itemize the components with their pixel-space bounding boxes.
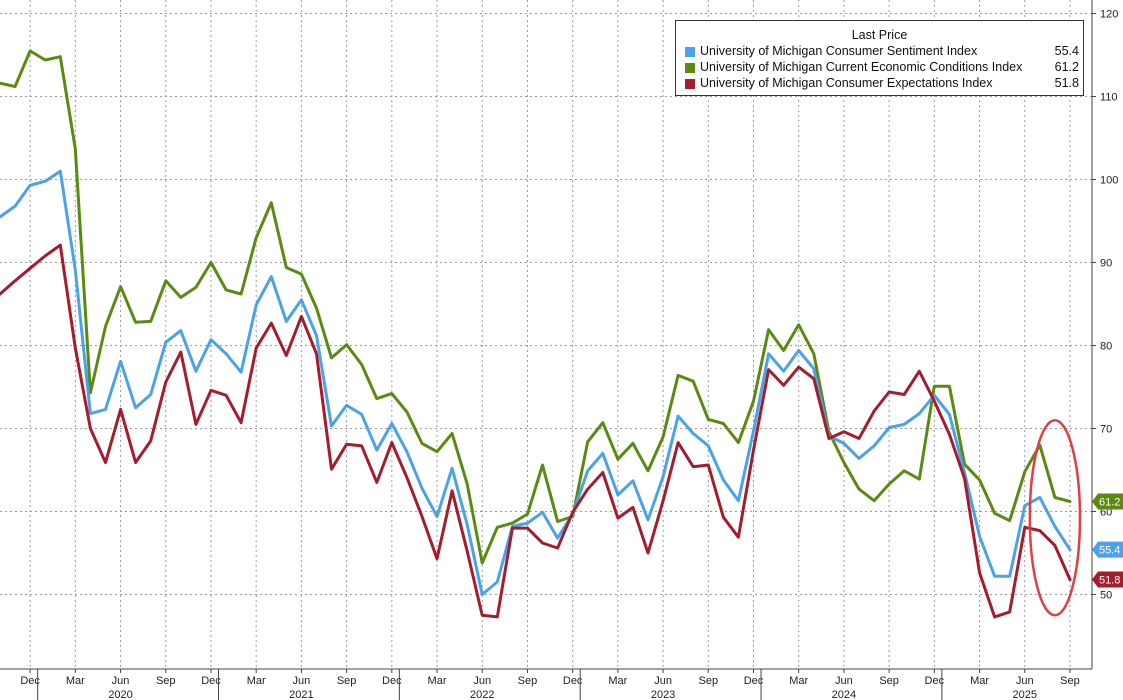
- end-tag-expectations: 51.8: [1092, 571, 1123, 588]
- end-tag-sentiment: 55.4: [1092, 541, 1123, 558]
- end-tag-label: 61.2: [1099, 497, 1120, 509]
- end-tag-box: [1092, 493, 1123, 510]
- end-tag-current-conditions: 61.2: [1092, 493, 1123, 510]
- x-tick-label: Mar: [970, 675, 989, 687]
- x-tick-label: Dec: [201, 675, 221, 687]
- x-tick-label: Dec: [563, 675, 583, 687]
- x-year-label: 2021: [289, 689, 313, 700]
- legend-value-current-conditions: 61.2: [1054, 60, 1079, 74]
- legend-value-expectations: 51.8: [1054, 76, 1079, 90]
- x-tick-label: Sep: [156, 675, 176, 687]
- legend-value-sentiment: 55.4: [1054, 44, 1079, 58]
- legend-title: Last Price: [851, 28, 908, 42]
- legend: Last Price University of Michigan Consum…: [675, 20, 1084, 96]
- series-lines: [0, 49, 1072, 619]
- x-tick-label: Mar: [66, 675, 85, 687]
- x-tick-label: Jun: [654, 675, 672, 687]
- grid-lines: [0, 0, 1092, 669]
- x-tick-label: Sep: [699, 675, 719, 687]
- legend-swatch-expectations: [685, 79, 695, 89]
- y-tick-label: 100: [1100, 175, 1118, 187]
- y-tick-label: 110: [1100, 92, 1118, 104]
- x-axis-ticks: Dec Mar Jun Sep Dec Mar Jun Sep Dec Mar Jun Sep Dec M…: [20, 669, 1080, 700]
- x-tick-label: Sep: [518, 675, 538, 687]
- x-tick-label: Dec: [925, 675, 945, 687]
- x-tick-label: Sep: [879, 675, 899, 687]
- x-year-label: 2024: [832, 689, 856, 700]
- x-year-label: 2020: [108, 689, 132, 700]
- legend-label-current-conditions: University of Michigan Current Economic …: [700, 60, 1023, 74]
- y-tick-label: 90: [1100, 258, 1112, 270]
- x-tick-label: Dec: [744, 675, 764, 687]
- x-tick-label: Jun: [112, 675, 130, 687]
- x-tick-label: Mar: [789, 675, 808, 687]
- x-tick-label: Mar: [428, 675, 447, 687]
- legend-swatch-current-conditions: [685, 63, 695, 73]
- axes: [0, 0, 1093, 670]
- x-tick-label: Dec: [382, 675, 402, 687]
- x-tick-label: Sep: [1060, 675, 1080, 687]
- x-tick-label: Mar: [608, 675, 627, 687]
- series-line-sentiment: [0, 169, 1072, 596]
- x-tick-label: Jun: [473, 675, 491, 687]
- y-tick-label: 80: [1100, 341, 1112, 353]
- x-year-label: 2022: [470, 689, 494, 700]
- end-tag-label: 55.4: [1099, 545, 1120, 557]
- x-tick-label: Sep: [337, 675, 357, 687]
- legend-label-sentiment: University of Michigan Consumer Sentimen…: [700, 44, 978, 58]
- legend-entry-current-conditions: University of Michigan Current Economic …: [676, 60, 1083, 76]
- end-tag-box: [1092, 541, 1123, 558]
- end-tag-label: 51.8: [1099, 575, 1120, 587]
- y-tick-label: 120: [1100, 9, 1118, 21]
- legend-swatch-sentiment: [685, 47, 695, 57]
- x-year-label: 2023: [651, 689, 675, 700]
- series-line-current-conditions: [0, 49, 1072, 565]
- x-tick-label: Dec: [20, 675, 40, 687]
- end-value-tags: 55.4 61.2 51.8: [1092, 493, 1123, 588]
- highlight-ellipse: [1028, 418, 1082, 617]
- legend-entry-expectations: University of Michigan Consumer Expectat…: [676, 76, 1083, 92]
- legend-label-expectations: University of Michigan Consumer Expectat…: [700, 76, 993, 90]
- annotation-layer: [1028, 418, 1082, 617]
- end-tag-box: [1092, 571, 1123, 588]
- x-tick-label: Jun: [293, 675, 311, 687]
- y-tick-label: 70: [1100, 424, 1112, 436]
- y-tick-label: 50: [1100, 590, 1112, 602]
- x-tick-label: Mar: [247, 675, 266, 687]
- series-line-expectations: [0, 243, 1072, 619]
- x-tick-label: Jun: [835, 675, 853, 687]
- x-year-label: 2025: [1013, 689, 1037, 700]
- legend-entry-sentiment: University of Michigan Consumer Sentimen…: [676, 44, 1083, 60]
- x-tick-label: Jun: [1016, 675, 1034, 687]
